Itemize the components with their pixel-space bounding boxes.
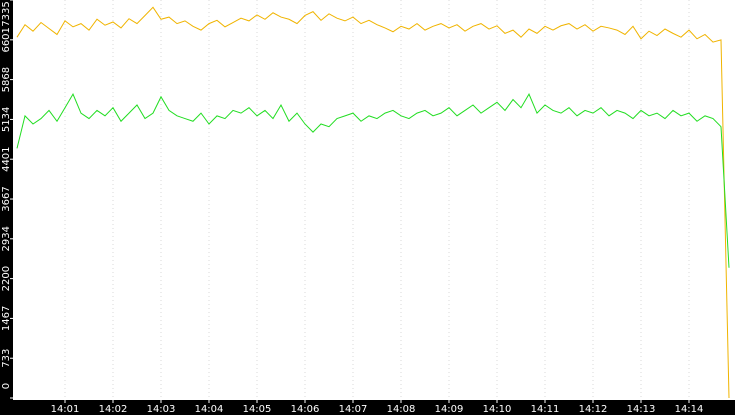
- y-tick-label: 6601: [1, 27, 12, 52]
- x-tick-label: 14:01: [51, 404, 80, 415]
- x-tick-label: 14:08: [387, 404, 416, 415]
- x-tick-label: 14:13: [627, 404, 656, 415]
- x-tick-label: 14:09: [435, 404, 464, 415]
- y-tick-label: 2200: [1, 266, 12, 291]
- y-tick-label: 2934: [1, 226, 12, 251]
- x-axis-strip: [0, 400, 735, 415]
- y-tick-label: 5134: [1, 107, 12, 132]
- y-tick-label: 733: [1, 349, 12, 368]
- y-axis-strip: [0, 0, 13, 415]
- y-tick-label: 5868: [1, 67, 12, 92]
- x-tick-label: 14:12: [579, 404, 608, 415]
- x-tick-label: 14:11: [531, 404, 560, 415]
- x-tick-label: 14:10: [483, 404, 512, 415]
- y-tick-label: 0: [1, 383, 12, 389]
- x-tick-label: 14:07: [339, 404, 368, 415]
- x-tick-label: 14:14: [675, 404, 704, 415]
- y-tick-label: 1467: [1, 306, 12, 331]
- x-tick-label: 14:05: [243, 404, 272, 415]
- x-tick-label: 14:03: [147, 404, 176, 415]
- y-tick-label: 7335: [1, 1, 12, 26]
- y-tick-label: 4401: [1, 146, 12, 171]
- x-tick-label: 14:04: [195, 404, 224, 415]
- x-tick-label: 14:06: [291, 404, 320, 415]
- series-line: [16, 93, 730, 268]
- x-tick-label: 14:02: [99, 404, 128, 415]
- y-tick-label: 3667: [1, 186, 12, 211]
- series-line: [16, 6, 730, 399]
